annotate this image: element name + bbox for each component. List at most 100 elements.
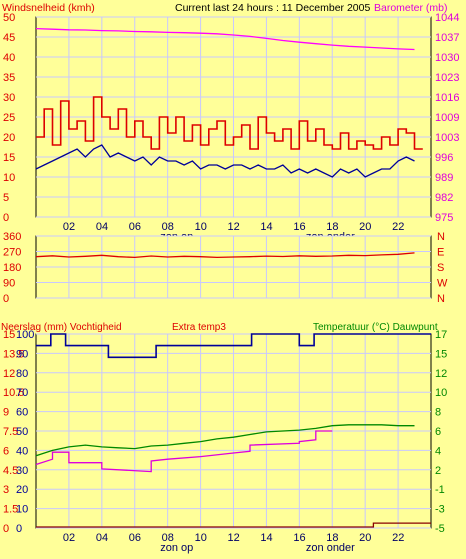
- y-tick-label: 13.5: [3, 348, 24, 360]
- y-tick-label-humidity: 20: [16, 484, 28, 496]
- y2-tick-label: -5: [435, 523, 445, 535]
- y-tick-label: 45: [3, 32, 15, 44]
- x-tick-label: 12: [228, 532, 240, 544]
- x-tick-label: 22: [392, 221, 404, 233]
- temperature-dewpoint-label: Temperatuur (°C) Dauwpunt: [313, 322, 438, 333]
- x-tick-label: 08: [162, 532, 174, 544]
- y2-tick-label: 1016: [435, 92, 459, 104]
- y-tick-label: 5: [3, 192, 9, 204]
- pressure-line: [35, 27, 415, 51]
- x-tick-label: 16: [293, 532, 305, 544]
- y-tick-label: 40: [3, 52, 15, 64]
- y2-tick-label: S: [437, 262, 444, 274]
- y2-tick-label: 15: [435, 348, 447, 360]
- y2-tick-label: 982: [435, 192, 453, 204]
- extra-temp-label: Extra temp3: [172, 322, 226, 333]
- header-center: Current last 24 hours : 11 December 2005: [175, 2, 370, 14]
- dewpoint-line: [35, 430, 333, 473]
- y-tick-label-humidity: 90: [16, 348, 28, 360]
- y-tick-label-humidity: 40: [16, 445, 28, 457]
- y-tick-label: 0: [3, 523, 9, 535]
- y2-tick-label: 989: [435, 172, 453, 184]
- direction-line: [35, 252, 415, 259]
- y-tick-label: 360: [3, 231, 21, 243]
- y-tick-label: 10.5: [3, 387, 24, 399]
- y-tick-label: 3: [3, 484, 9, 496]
- y2-tick-label: 12: [435, 368, 447, 380]
- x-tick-label: 10: [195, 221, 207, 233]
- header-right: Barometer (mb): [374, 2, 448, 14]
- x-tick-label: 02: [63, 221, 75, 233]
- rain-line: [36, 522, 431, 528]
- y2-tick-label: N: [437, 231, 445, 243]
- y-tick-label: 1.5: [3, 504, 18, 516]
- y2-tick-label: N: [437, 293, 445, 305]
- y2-tick-label: 6: [435, 426, 441, 438]
- x-tick-label: 18: [326, 221, 338, 233]
- y-tick-label: 6: [3, 445, 9, 457]
- y-tick-label: 12: [3, 368, 15, 380]
- wind-panel: 02 04 06 08 10 12 14 16 18 20 22 0 5 10 15 20 25 30 35 40 45…: [3, 12, 459, 243]
- y-tick-label-humidity: 70: [16, 387, 28, 399]
- y-tick-label-humidity: 50: [16, 426, 28, 438]
- y-tick-label: 50: [3, 12, 15, 24]
- x-tick-label: 12: [228, 221, 240, 233]
- x-tick-label: 16: [293, 221, 305, 233]
- y2-tick-label: 1030: [435, 52, 459, 64]
- humidity-line: [36, 333, 431, 359]
- x-tick-label: 14: [260, 532, 272, 544]
- y2-tick-label: -3: [435, 504, 445, 516]
- y-tick-label: 20: [3, 132, 15, 144]
- y2-tick-label: 1023: [435, 72, 459, 84]
- wind-line: [35, 144, 415, 178]
- sunrise-label: zon op: [160, 542, 193, 554]
- x-tick-label: 20: [359, 532, 371, 544]
- y-tick-label: 25: [3, 112, 15, 124]
- x-tick-label: 08: [162, 221, 174, 233]
- y2-tick-label: 4: [435, 445, 441, 457]
- y-tick-label: 15: [3, 329, 15, 341]
- header-left: Windsnelheid (kmh): [2, 2, 95, 14]
- rain-humidity-label: Neerslag (mm) Vochtigheid: [1, 322, 122, 333]
- x-tick-label: 14: [260, 221, 272, 233]
- y2-tick-label: 1044: [435, 12, 459, 24]
- y-tick-label-humidity: 80: [16, 368, 28, 380]
- y-tick-label-humidity: 10: [16, 504, 28, 516]
- y-tick-label: 180: [3, 262, 21, 274]
- x-tick-label: 02: [63, 532, 75, 544]
- y2-tick-label: W: [437, 278, 448, 290]
- x-tick-label: 06: [129, 532, 141, 544]
- y-tick-label: 15: [3, 152, 15, 164]
- y-tick-label: 9: [3, 407, 9, 419]
- y-tick-label: 7.5: [3, 426, 18, 438]
- y2-tick-label: E: [437, 247, 444, 259]
- y2-tick-label: 17: [435, 329, 447, 341]
- y-tick-label: 30: [3, 92, 15, 104]
- x-tick-label: 10: [195, 532, 207, 544]
- y-tick-label-humidity: 30: [16, 465, 28, 477]
- x-tick-label: 04: [96, 532, 108, 544]
- y2-tick-label: 2: [435, 465, 441, 477]
- temperature-line: [35, 424, 415, 457]
- x-tick-label: 20: [359, 221, 371, 233]
- y-tick-label: 35: [3, 72, 15, 84]
- sunset-label: zon onder: [306, 542, 355, 554]
- y-tick-label: 270: [3, 247, 21, 259]
- x-tick-label: 22: [392, 532, 404, 544]
- y-tick-label-humidity: 0: [16, 523, 22, 535]
- y-tick-label-humidity: 100: [16, 329, 34, 341]
- y-tick-label-humidity: 60: [16, 407, 28, 419]
- y2-tick-label: 10: [435, 387, 447, 399]
- x-tick-label: 06: [129, 221, 141, 233]
- y-tick-label: 10: [3, 172, 15, 184]
- y2-tick-label: -1: [435, 484, 445, 496]
- y-tick-label: 90: [3, 278, 15, 290]
- y2-tick-label: 1037: [435, 32, 459, 44]
- x-tick-label: 04: [96, 221, 108, 233]
- y2-tick-label: 1003: [435, 132, 459, 144]
- x-tick-label: 18: [326, 532, 338, 544]
- gust-line: [36, 96, 423, 150]
